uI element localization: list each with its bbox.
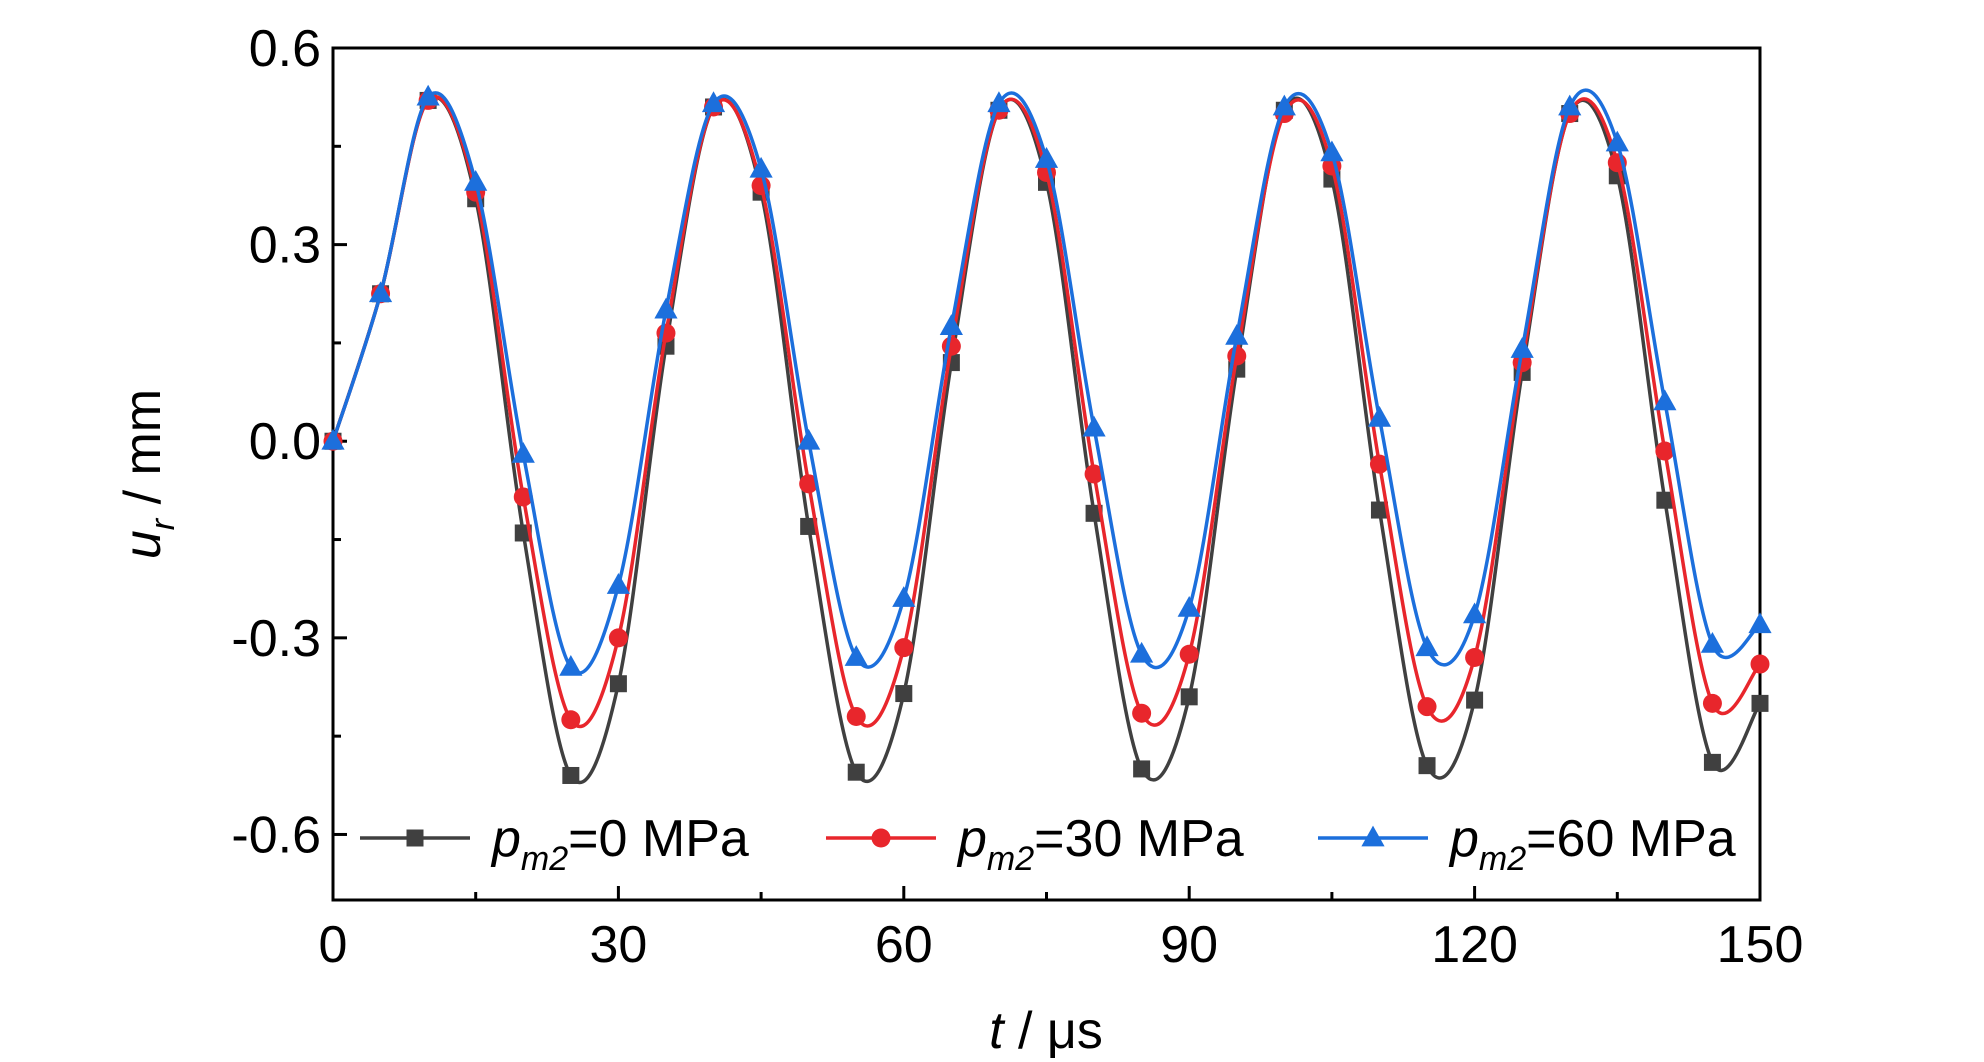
- y-tick-label: -0.3: [231, 610, 321, 668]
- data-point: [1367, 405, 1392, 427]
- data-point: [1605, 130, 1629, 152]
- data-point: [939, 314, 963, 335]
- x-tick-label: 120: [1431, 916, 1518, 974]
- data-point: [1418, 757, 1436, 775]
- data-point: [513, 487, 533, 507]
- data-point: [941, 336, 961, 356]
- y-tick-label: 0.0: [249, 413, 321, 471]
- data-point: [1751, 694, 1769, 712]
- series-group-0: [324, 91, 1769, 784]
- legend-marker: [1361, 825, 1385, 847]
- data-point: [1703, 753, 1721, 771]
- data-point: [1272, 94, 1296, 116]
- data-point: [797, 428, 821, 450]
- data-point: [1655, 441, 1675, 461]
- data-point: [1370, 501, 1388, 519]
- data-point: [987, 91, 1011, 113]
- legend: pm2=0 MPa pm2=30 MPa pm2=60 MPa: [360, 810, 1736, 878]
- data-point: [1417, 697, 1437, 717]
- data-point: [800, 517, 818, 535]
- data-point: [1034, 147, 1059, 168]
- data-point: [1656, 491, 1674, 509]
- data-point: [511, 441, 535, 463]
- y-tick-label: -0.6: [231, 806, 321, 864]
- data-point: [895, 685, 913, 703]
- data-point: [1415, 635, 1439, 657]
- data-point: [562, 766, 580, 784]
- data-point: [1369, 454, 1389, 474]
- data-point: [1700, 632, 1725, 653]
- data-point: [1653, 389, 1677, 411]
- data-point: [1510, 337, 1534, 358]
- data-point: [846, 706, 866, 726]
- data-point: [561, 710, 581, 730]
- data-point: [894, 638, 914, 658]
- data-point: [416, 84, 440, 106]
- data-point: [1225, 323, 1249, 345]
- data-point: [1463, 602, 1487, 624]
- data-point: [1320, 140, 1344, 162]
- data-point: [892, 586, 916, 607]
- legend-label: pm2=0 MPa: [490, 810, 749, 878]
- data-point: [1082, 415, 1106, 437]
- series-line: [331, 95, 1762, 729]
- y-tick-label: 0.3: [249, 217, 321, 275]
- x-tick-label: 30: [589, 916, 647, 974]
- data-point: [1180, 688, 1198, 706]
- legend-label: pm2=60 MPa: [1448, 810, 1736, 878]
- data-point: [321, 428, 345, 450]
- data-point: [1465, 648, 1485, 668]
- data-point: [1130, 641, 1154, 663]
- data-point: [608, 628, 628, 648]
- data-point: [844, 645, 868, 666]
- x-tick-label: 0: [319, 916, 348, 974]
- data-point: [1132, 703, 1152, 723]
- data-point: [1133, 760, 1151, 778]
- x-tick-label: 150: [1717, 916, 1804, 974]
- x-tick-label: 90: [1160, 916, 1218, 974]
- data-point: [701, 91, 726, 113]
- data-point: [1177, 595, 1201, 617]
- legend-marker: [406, 829, 424, 847]
- data-point: [1750, 654, 1770, 674]
- y-tick-label: 0.6: [249, 20, 321, 78]
- series-layer: [321, 84, 1772, 784]
- data-point: [1702, 693, 1722, 713]
- series-group-2: [321, 84, 1772, 676]
- data-point: [847, 763, 865, 781]
- x-axis-title: t / μs: [989, 1002, 1103, 1060]
- legend-marker: [871, 828, 891, 848]
- data-point: [1179, 644, 1199, 664]
- data-point: [609, 675, 627, 693]
- y-axis-title: ur / mm: [114, 389, 182, 559]
- data-point: [606, 573, 630, 594]
- data-point: [1748, 612, 1772, 634]
- data-point: [1227, 346, 1247, 366]
- data-point: [464, 169, 488, 191]
- x-tick-label: 60: [875, 916, 933, 974]
- data-point: [749, 156, 773, 178]
- data-point: [559, 654, 583, 676]
- axis-ticks: 0 30 60 90 120 150 0.6 0.3 0.0 -0.3 -0.6: [231, 20, 1803, 974]
- data-point: [368, 281, 393, 303]
- data-point: [1466, 691, 1484, 709]
- data-point: [1558, 94, 1582, 116]
- data-point: [1084, 464, 1104, 484]
- legend-label: pm2=30 MPa: [956, 810, 1244, 878]
- data-point: [654, 297, 678, 319]
- data-point: [799, 474, 819, 494]
